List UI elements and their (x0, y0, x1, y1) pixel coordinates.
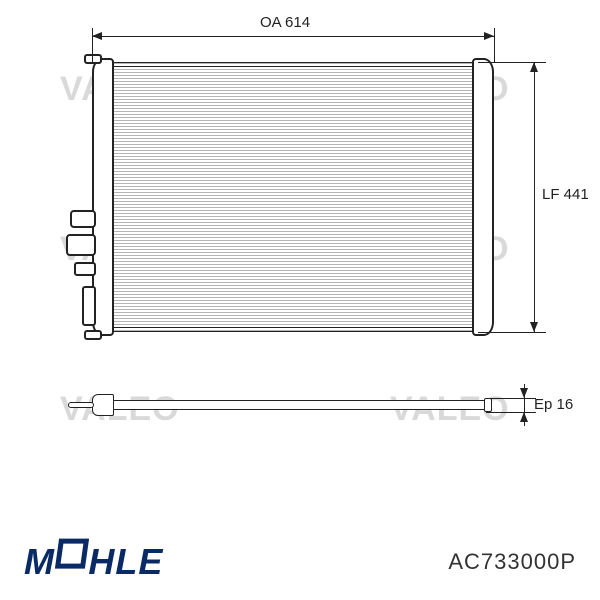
brand-letters: HLE (88, 541, 163, 582)
bracket (82, 286, 96, 326)
mount-lug-bottom (84, 330, 102, 340)
dim-ext-line (494, 28, 495, 62)
footer-bar: M HLE AC733000P (0, 530, 600, 600)
arrow-head (92, 32, 102, 40)
dim-label-lf: LF 441 (542, 186, 589, 203)
dim-ext-line (478, 332, 546, 333)
brand-letter: M (24, 541, 55, 582)
arrow-head (484, 32, 494, 40)
dim-label-ep: Ep 16 (534, 396, 573, 413)
port-fitting (66, 234, 96, 256)
brand-box-icon (55, 539, 89, 569)
arrow-head (530, 322, 538, 332)
side-view-end-cap (92, 394, 114, 416)
technical-drawing: VALEO VALEO VALEO VALEO VALEO VALEO OA 6… (0, 0, 600, 600)
part-number: AC733000P (448, 549, 576, 575)
arrow-head (530, 62, 538, 72)
port-fitting (70, 210, 96, 228)
right-tank (472, 58, 494, 336)
core-inner-frame (112, 66, 474, 328)
mount-lug-top (84, 54, 102, 64)
dim-label-oa: OA 614 (260, 14, 310, 31)
side-view-tube (68, 402, 94, 408)
dim-ext-line (486, 398, 536, 399)
brand-logo-mahle: M HLE (24, 541, 163, 583)
arrow-head (520, 388, 528, 398)
dim-arrow-lf (534, 62, 535, 332)
port-fitting (74, 262, 96, 276)
dim-arrow-oa (92, 36, 494, 37)
dim-ext-line (486, 412, 536, 413)
side-view-end-right (484, 398, 492, 412)
arrow-head (520, 412, 528, 422)
side-view-body (108, 400, 486, 410)
